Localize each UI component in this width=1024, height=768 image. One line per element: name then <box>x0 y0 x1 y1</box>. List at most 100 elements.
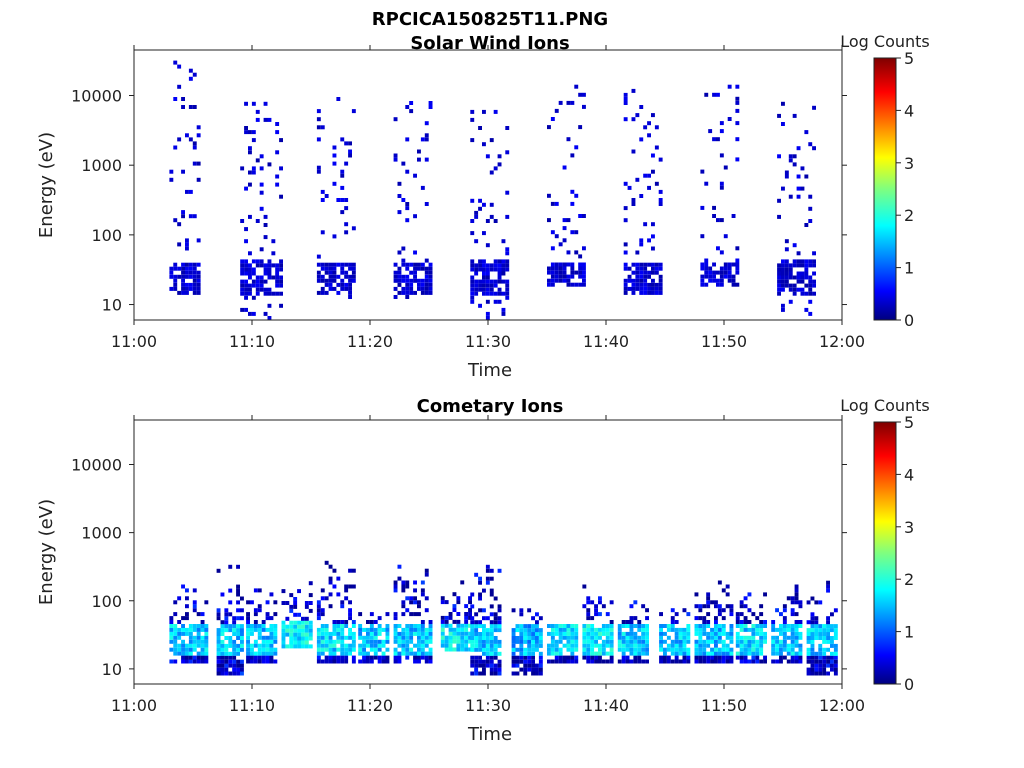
x-tick-label: 11:20 <box>347 696 393 715</box>
spectrogram-cell <box>192 627 197 632</box>
spectrogram-cell <box>550 201 555 206</box>
spectrogram-cell <box>574 631 579 636</box>
spectrogram-cell <box>641 635 646 640</box>
spectrogram-cell <box>605 651 610 656</box>
spectrogram-cell <box>297 612 301 617</box>
spectrogram-cell <box>800 271 805 276</box>
spectrogram-cell <box>658 157 663 162</box>
spectrogram-cell <box>275 174 280 179</box>
spectrogram-cell <box>482 632 486 636</box>
spectrogram-cell <box>810 636 815 640</box>
spectrogram-cell <box>582 270 586 275</box>
spectrogram-cell <box>267 267 272 272</box>
spectrogram-cell <box>417 651 421 656</box>
spectrogram-cell <box>706 639 711 644</box>
spectrogram-cell <box>373 655 378 660</box>
spectrogram-cell <box>240 166 245 171</box>
spectrogram-cell <box>257 631 262 636</box>
spectrogram-cell <box>373 631 378 636</box>
spectrogram-cell <box>281 589 286 594</box>
spectrogram-cell <box>279 283 283 288</box>
spectrogram-cell <box>822 639 827 644</box>
spectrogram-cell <box>420 624 425 628</box>
spectrogram-cell <box>293 628 298 633</box>
spectrogram-cell <box>735 137 740 142</box>
spectrogram-cell <box>478 287 482 292</box>
spectrogram-cell <box>554 270 559 275</box>
spectrogram-cell <box>324 643 329 648</box>
spectrogram-cell <box>177 596 182 601</box>
spectrogram-cell <box>747 643 752 648</box>
spectrogram-cell <box>253 655 258 660</box>
spectrogram-cell <box>348 153 352 158</box>
spectrogram-cell <box>637 647 642 652</box>
x-tick-label: 11:10 <box>229 332 275 351</box>
spectrogram-cell <box>351 655 356 660</box>
spectrogram-cell <box>369 631 374 636</box>
spectrogram-cell <box>271 251 276 256</box>
spectrogram-cell <box>169 177 174 182</box>
spectrogram-cell <box>702 624 707 628</box>
spectrogram-cell <box>332 266 337 271</box>
spectrogram-cell <box>519 643 524 648</box>
spectrogram-cell <box>798 651 803 656</box>
spectrogram-cell <box>279 194 283 199</box>
spectrogram-cell <box>405 651 410 656</box>
spectrogram-cell <box>489 287 494 292</box>
spectrogram-cell <box>706 655 711 660</box>
spectrogram-cell <box>405 206 410 211</box>
spectrogram-cell <box>196 627 201 632</box>
spectrogram-cell <box>550 266 555 271</box>
spectrogram-cell <box>658 198 663 202</box>
spectrogram-cell <box>181 643 185 648</box>
spectrogram-cell <box>717 631 722 636</box>
spectrogram-cell <box>654 125 659 130</box>
spectrogram-cell <box>594 627 598 632</box>
spectrogram-cell <box>316 604 321 609</box>
colorbar-tick-label: 3 <box>904 518 914 537</box>
spectrogram-cell <box>428 631 433 636</box>
spectrogram-cell <box>808 291 813 296</box>
spectrogram-cell <box>617 624 622 628</box>
spectrogram-cell <box>511 628 516 633</box>
spectrogram-cell <box>806 620 811 625</box>
spectrogram-cell <box>694 655 699 660</box>
spectrogram-cell <box>169 274 174 279</box>
spectrogram-cell <box>470 632 475 636</box>
spectrogram-cell <box>267 162 272 167</box>
spectrogram-cell <box>316 137 321 142</box>
spectrogram-cell <box>444 615 449 620</box>
spectrogram-cell <box>263 101 268 106</box>
spectrogram-cell <box>320 647 325 652</box>
spectrogram-cell <box>833 671 838 676</box>
spectrogram-cell <box>251 283 256 288</box>
spectrogram-cell <box>643 290 648 295</box>
spectrogram-cell <box>200 627 205 632</box>
spectrogram-cell <box>659 643 663 648</box>
spectrogram-cell <box>489 612 494 617</box>
spectrogram-cell <box>224 636 229 640</box>
spectrogram-cell <box>570 230 575 235</box>
spectrogram-cell <box>289 593 294 598</box>
spectrogram-cell <box>493 219 498 223</box>
spectrogram-cell <box>289 644 294 649</box>
spectrogram-cell <box>678 659 683 664</box>
spectrogram-cell <box>188 655 193 660</box>
spectrogram-cell <box>617 631 622 636</box>
spectrogram-cell <box>781 279 785 284</box>
spectrogram-cell <box>474 632 479 636</box>
spectrogram-cell <box>800 287 805 292</box>
spectrogram-cell <box>366 651 370 656</box>
spectrogram-cell <box>470 636 475 640</box>
spectrogram-cell <box>236 616 240 621</box>
spectrogram-cell <box>590 624 595 628</box>
spectrogram-cell <box>320 125 325 130</box>
spectrogram-cell <box>401 246 406 251</box>
spectrogram-cell <box>456 647 461 652</box>
spectrogram-cell <box>228 663 233 668</box>
spectrogram-cell <box>169 635 174 640</box>
spectrogram-cell <box>617 635 622 640</box>
spectrogram-cell <box>381 659 386 664</box>
spectrogram-cell <box>489 592 494 597</box>
spectrogram-cell <box>485 279 490 284</box>
